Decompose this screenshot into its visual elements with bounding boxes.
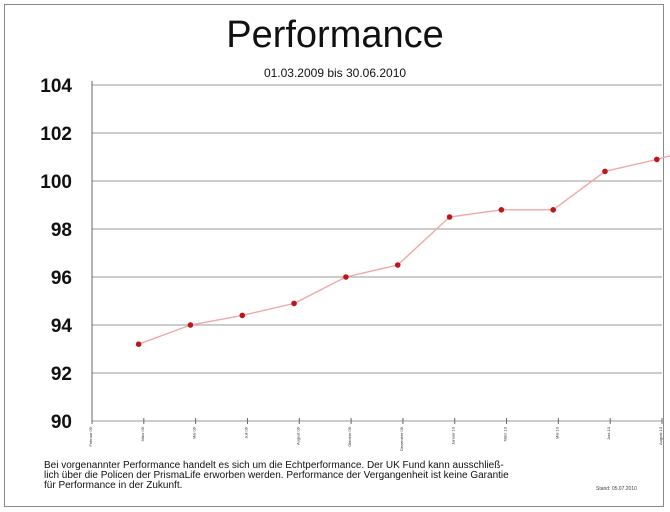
footnote-line: Bei vorgenannter Performance handelt es … [44, 460, 504, 471]
x-tick-label: Dezember 09 [399, 426, 404, 451]
x-tick-label: Oktober 09 [347, 426, 352, 447]
data-point [654, 156, 660, 163]
footnote-line: für Performance in der Zukunft. [44, 480, 183, 491]
x-tick-label: März 09 [140, 426, 145, 441]
x-tick-label: Juni 10 [606, 426, 611, 440]
data-point [343, 274, 349, 280]
stand-date: Stand: 05.07.2010 [596, 486, 637, 492]
x-tick-label: März 10 [503, 426, 508, 441]
data-point [602, 168, 608, 175]
data-point [394, 262, 401, 268]
data-point [446, 214, 453, 220]
data-point [239, 312, 246, 319]
y-tick-label: 98 [51, 220, 72, 241]
series-line [138, 155, 670, 345]
x-tick-label: Mai 10 [554, 426, 559, 439]
y-tick-label: 100 [40, 172, 72, 193]
data-point [135, 341, 142, 348]
data-point [187, 322, 194, 328]
y-tick-label: 104 [40, 76, 72, 97]
footnote-line: lich über die Policen der PrismaLife erw… [44, 470, 509, 481]
y-tick-label: 90 [51, 412, 72, 433]
x-tick-label: August 10 [658, 426, 663, 445]
y-tick-label: 96 [51, 268, 72, 289]
x-tick-label: Mai 09 [192, 426, 197, 439]
chart-frame [4, 4, 664, 507]
data-point [291, 300, 297, 307]
y-tick-label: 94 [51, 316, 73, 337]
y-tick-label: 102 [40, 124, 72, 145]
x-tick-label: Februar 09 [88, 426, 93, 446]
data-point [550, 207, 556, 213]
y-tick-label: 92 [51, 364, 72, 385]
chart-title: Performance [226, 14, 444, 56]
x-tick-label: Januar 10 [451, 426, 456, 445]
data-point [498, 207, 505, 213]
chart-subtitle: 01.03.2009 bis 30.06.2010 [263, 66, 407, 80]
x-tick-label: August 09 [295, 426, 300, 445]
footnote: Bei vorgenannter Performance handelt es … [44, 461, 634, 491]
x-tick-label: Juli 09 [243, 426, 248, 438]
